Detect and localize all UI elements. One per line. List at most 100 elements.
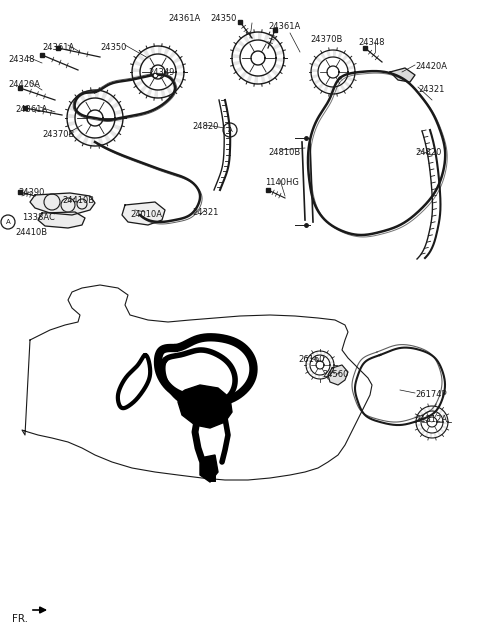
Polygon shape <box>75 132 83 141</box>
Polygon shape <box>344 81 351 88</box>
Text: 24361A: 24361A <box>42 43 74 52</box>
Polygon shape <box>437 431 442 436</box>
Text: 24560: 24560 <box>322 370 348 379</box>
Text: 24348: 24348 <box>358 38 384 47</box>
Polygon shape <box>336 86 340 93</box>
Polygon shape <box>427 406 430 411</box>
Polygon shape <box>146 88 153 97</box>
Polygon shape <box>345 59 353 66</box>
Polygon shape <box>275 50 284 55</box>
Text: 24361A: 24361A <box>15 105 47 114</box>
Polygon shape <box>237 39 245 48</box>
Polygon shape <box>435 407 439 412</box>
Text: 24410B: 24410B <box>62 196 94 205</box>
Polygon shape <box>107 95 115 104</box>
Polygon shape <box>173 57 181 64</box>
Polygon shape <box>171 83 179 90</box>
Polygon shape <box>101 92 108 100</box>
Text: 24010A: 24010A <box>130 210 162 219</box>
Polygon shape <box>258 32 262 40</box>
Polygon shape <box>443 417 448 420</box>
Text: 24370B: 24370B <box>310 35 342 44</box>
Text: 1338AC: 1338AC <box>22 213 55 222</box>
Polygon shape <box>240 71 247 79</box>
Polygon shape <box>308 370 312 373</box>
Polygon shape <box>98 137 104 146</box>
Polygon shape <box>328 357 333 361</box>
Polygon shape <box>326 354 330 358</box>
Polygon shape <box>264 33 270 42</box>
Polygon shape <box>434 432 437 438</box>
Polygon shape <box>309 355 313 359</box>
Polygon shape <box>113 124 121 131</box>
Polygon shape <box>135 80 144 87</box>
Polygon shape <box>140 85 147 93</box>
Polygon shape <box>114 109 123 115</box>
Text: 26174P: 26174P <box>415 390 446 399</box>
Polygon shape <box>328 365 348 385</box>
Polygon shape <box>166 86 173 95</box>
Polygon shape <box>86 90 92 99</box>
Text: FR.: FR. <box>12 614 28 624</box>
Polygon shape <box>82 136 89 144</box>
Polygon shape <box>348 72 355 76</box>
Text: 24420A: 24420A <box>8 80 40 89</box>
Polygon shape <box>440 429 445 433</box>
Polygon shape <box>337 51 343 59</box>
Text: 24348: 24348 <box>8 55 35 64</box>
Polygon shape <box>329 368 333 371</box>
Polygon shape <box>390 68 415 82</box>
Polygon shape <box>323 352 326 356</box>
Polygon shape <box>200 455 218 482</box>
Polygon shape <box>432 406 434 411</box>
Polygon shape <box>233 46 242 52</box>
Polygon shape <box>95 90 99 98</box>
Polygon shape <box>420 430 426 435</box>
Polygon shape <box>168 51 176 59</box>
Text: 24820: 24820 <box>192 122 218 131</box>
Polygon shape <box>178 385 232 428</box>
Polygon shape <box>154 90 158 98</box>
Polygon shape <box>425 432 429 437</box>
Polygon shape <box>274 64 283 70</box>
Polygon shape <box>68 106 77 112</box>
Polygon shape <box>324 373 328 378</box>
Polygon shape <box>243 35 250 43</box>
Polygon shape <box>315 57 323 63</box>
Polygon shape <box>150 46 155 55</box>
Polygon shape <box>310 372 314 377</box>
Polygon shape <box>104 134 111 143</box>
Text: 24420A: 24420A <box>415 62 447 71</box>
Polygon shape <box>333 50 336 57</box>
Polygon shape <box>269 37 276 45</box>
Polygon shape <box>261 75 266 84</box>
Polygon shape <box>313 79 321 85</box>
Polygon shape <box>72 98 81 106</box>
Polygon shape <box>38 212 85 228</box>
Text: 24350: 24350 <box>100 43 126 52</box>
Polygon shape <box>320 351 322 355</box>
Polygon shape <box>67 114 75 118</box>
Polygon shape <box>122 202 165 225</box>
Polygon shape <box>161 89 166 98</box>
Text: 1140HG: 1140HG <box>265 178 299 187</box>
Polygon shape <box>430 433 432 438</box>
Text: 24361A: 24361A <box>168 14 200 23</box>
Polygon shape <box>306 363 310 365</box>
Text: A: A <box>6 219 11 225</box>
Polygon shape <box>70 127 79 134</box>
Polygon shape <box>276 58 284 62</box>
Polygon shape <box>164 47 170 56</box>
Text: A: A <box>228 127 232 133</box>
Polygon shape <box>443 422 448 424</box>
Polygon shape <box>330 365 334 367</box>
Polygon shape <box>271 69 279 76</box>
Polygon shape <box>323 85 328 93</box>
Polygon shape <box>132 75 141 80</box>
Polygon shape <box>111 102 120 109</box>
Polygon shape <box>143 49 150 57</box>
Text: 24350: 24350 <box>210 14 236 23</box>
Polygon shape <box>250 32 255 41</box>
Polygon shape <box>232 54 240 58</box>
Polygon shape <box>347 76 354 82</box>
